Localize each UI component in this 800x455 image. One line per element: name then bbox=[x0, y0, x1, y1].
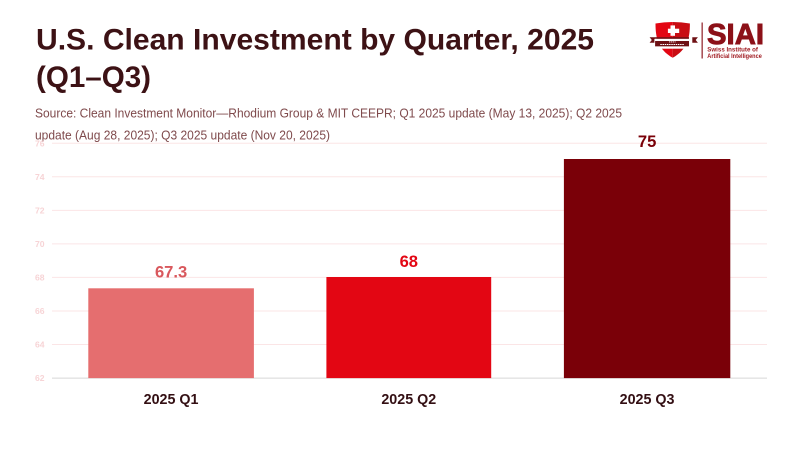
svg-text:2025 Q1: 2025 Q1 bbox=[144, 392, 199, 408]
svg-text:62: 62 bbox=[35, 373, 45, 383]
svg-text:2025 Q2: 2025 Q2 bbox=[381, 392, 436, 408]
svg-text:update (Aug 28, 2025); Q3 2025: update (Aug 28, 2025); Q3 2025 update (N… bbox=[35, 129, 330, 143]
svg-text:U.S. Clean Investment by Quart: U.S. Clean Investment by Quarter, 2025 bbox=[36, 23, 594, 56]
svg-text:(Q1–Q3): (Q1–Q3) bbox=[36, 61, 151, 94]
svg-text:2025 Q3: 2025 Q3 bbox=[620, 392, 675, 408]
svg-text:74: 74 bbox=[35, 172, 45, 182]
svg-text:Source: Clean Investment Monit: Source: Clean Investment Monitor—Rhodium… bbox=[35, 107, 622, 121]
svg-text:68: 68 bbox=[35, 273, 45, 283]
svg-text:66: 66 bbox=[35, 306, 45, 316]
svg-text:75: 75 bbox=[638, 132, 656, 151]
svg-text:Artificial Intelligence: Artificial Intelligence bbox=[707, 53, 762, 60]
svg-text:68: 68 bbox=[400, 252, 418, 271]
svg-text:67.3: 67.3 bbox=[155, 262, 187, 281]
svg-text:70: 70 bbox=[35, 239, 45, 249]
svg-text:72: 72 bbox=[35, 206, 45, 216]
svg-text:64: 64 bbox=[35, 340, 45, 350]
svg-text:Swiss Institute of: Swiss Institute of bbox=[707, 47, 759, 54]
svg-text:76: 76 bbox=[35, 138, 45, 148]
svg-text:SIAI: SIAI bbox=[707, 19, 764, 51]
